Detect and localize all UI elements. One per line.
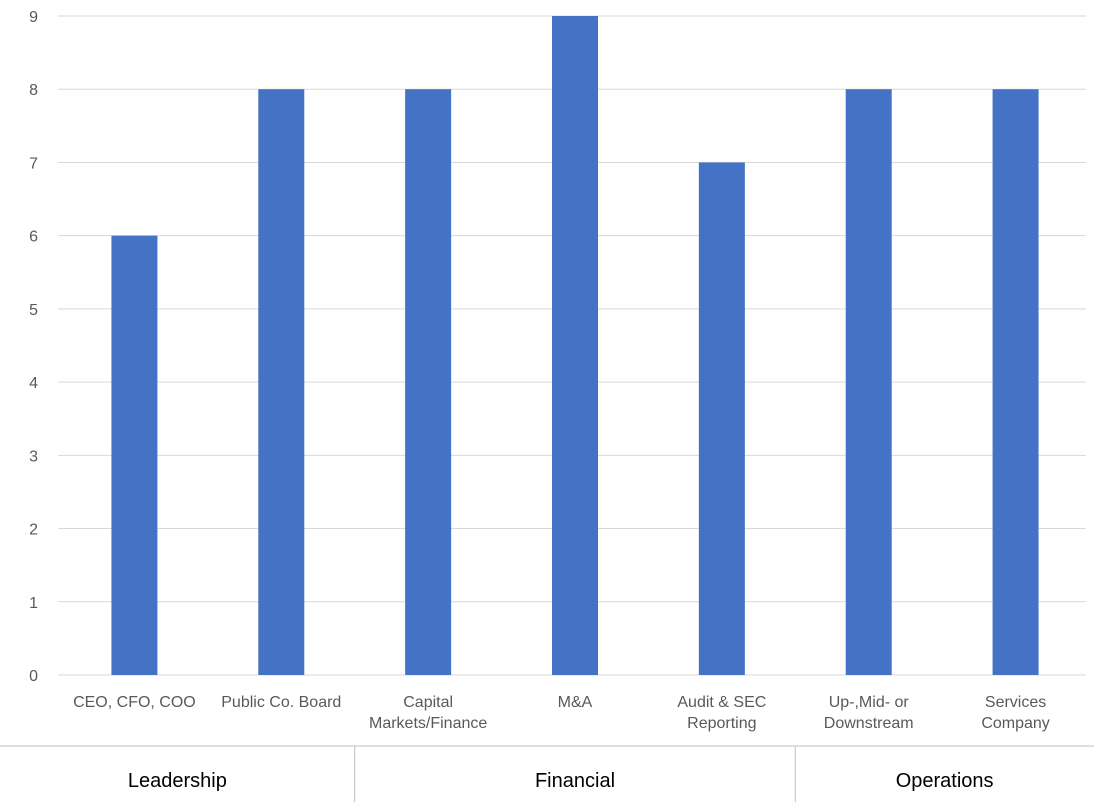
y-tick-label: 7 (29, 155, 38, 172)
x-tick-label: Capital Markets/Finance (369, 694, 487, 732)
x-tick-label: Services Company (981, 694, 1049, 732)
group-label: Leadership (128, 770, 227, 792)
x-tick-label: CEO, CFO, COO (73, 694, 196, 711)
x-axis-category-labels: CEO, CFO, COO Public Co. Board Capital Mark… (73, 694, 1050, 732)
bar (992, 89, 1039, 675)
bars (111, 16, 1039, 675)
y-tick-label: 4 (29, 375, 38, 392)
x-tick-label: Audit & SEC Reporting (677, 694, 766, 732)
x-axis-group-labels: Leadership Financial Operations (0, 745, 1094, 802)
bar (111, 235, 158, 675)
y-tick-label: 8 (29, 82, 38, 99)
y-tick-label: 6 (29, 229, 38, 246)
y-tick-label: 2 (29, 522, 38, 539)
group-label: Financial (535, 770, 615, 792)
x-tick-label: M&A (558, 694, 593, 711)
bar (552, 16, 598, 675)
y-axis-ticks: 0 1 2 3 4 5 6 7 8 9 (29, 9, 38, 685)
y-tick-label: 5 (29, 302, 38, 319)
group-label: Operations (896, 770, 994, 792)
y-tick-label: 3 (29, 448, 38, 465)
y-tick-label: 9 (29, 9, 38, 26)
y-tick-label: 0 (29, 668, 38, 685)
bar (845, 89, 892, 675)
bar (405, 89, 452, 675)
bar (258, 89, 305, 675)
x-tick-label: Up-,Mid- or Downstream (824, 694, 914, 732)
y-tick-label: 1 (29, 595, 38, 612)
x-tick-label: Public Co. Board (221, 694, 341, 711)
bar (698, 162, 745, 675)
